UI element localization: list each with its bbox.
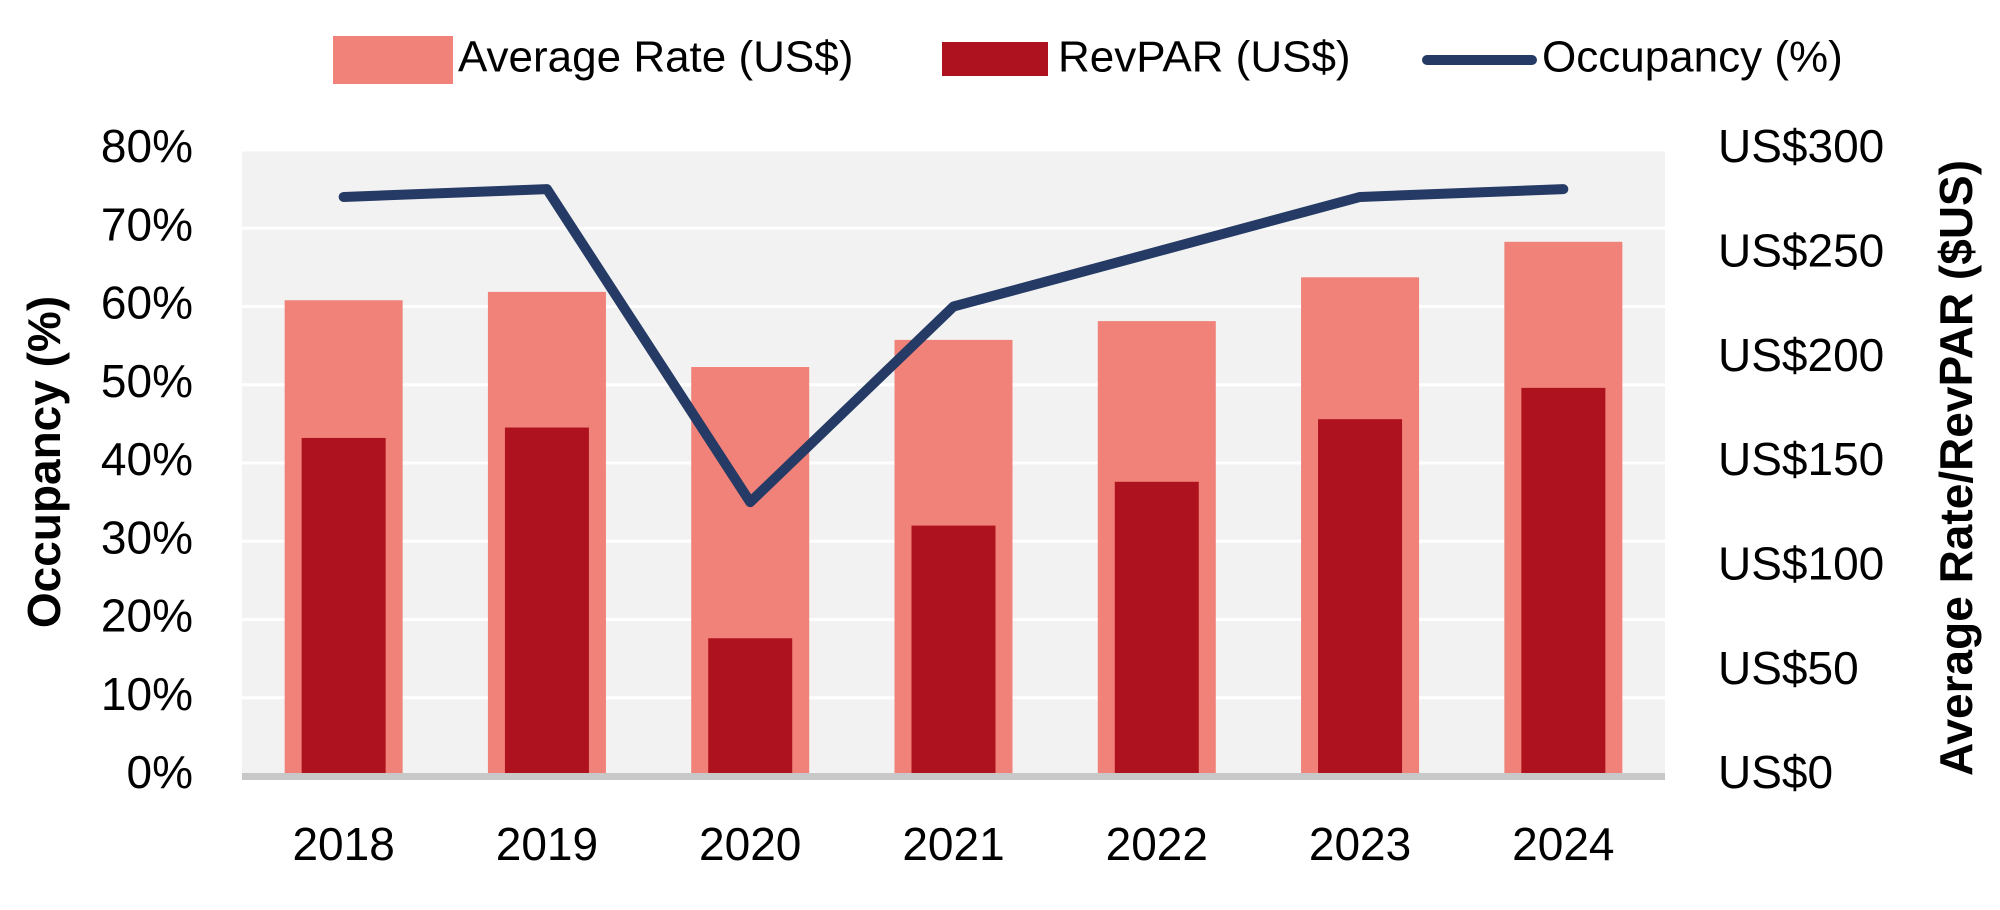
right-axis-title: Average Rate/RevPAR ($US) — [1930, 160, 1982, 776]
x-axis-ticks: 2018 2019 2020 2021 2022 2023 2024 — [292, 818, 1614, 870]
legend-label-revpar: RevPAR (US$) — [1058, 33, 1351, 82]
x-axis-baseline — [242, 773, 1665, 780]
left-tick-label: 30% — [101, 511, 193, 563]
right-tick-label: US$50 — [1718, 642, 1859, 694]
right-tick-label: US$300 — [1718, 120, 1884, 172]
legend-swatch-average-rate — [333, 36, 453, 84]
x-tick-label-2018: 2018 — [292, 818, 394, 870]
legend-label-average-rate: Average Rate (US$) — [458, 33, 853, 82]
x-tick-label-2022: 2022 — [1106, 818, 1208, 870]
right-tick-label: US$250 — [1718, 224, 1884, 276]
right-tick-label: US$150 — [1718, 433, 1884, 485]
left-tick-label: 80% — [101, 120, 193, 172]
left-tick-label: 70% — [101, 198, 193, 250]
x-tick-label-2020: 2020 — [699, 818, 801, 870]
bar-revpar-2019 — [504, 427, 589, 776]
x-tick-label-2021: 2021 — [902, 818, 1004, 870]
bar-revpar-2018 — [301, 437, 386, 776]
left-tick-label: 0% — [127, 746, 193, 798]
revpar-bars — [301, 387, 1606, 776]
left-tick-label: 40% — [101, 433, 193, 485]
left-tick-label: 60% — [101, 277, 193, 329]
left-axis-title: Occupancy (%) — [18, 296, 70, 628]
occupancy-line-group — [338, 184, 1569, 508]
bar-revpar-2020 — [708, 638, 793, 776]
x-tick-label-2019: 2019 — [496, 818, 598, 870]
legend: Average Rate (US$) RevPAR (US$) Occupanc… — [333, 33, 1843, 84]
left-tick-label: 20% — [101, 590, 193, 642]
bar-revpar-2023 — [1318, 419, 1403, 776]
x-tick-label-2024: 2024 — [1512, 818, 1614, 870]
right-tick-label: US$200 — [1718, 329, 1884, 381]
bar-revpar-2022 — [1114, 481, 1199, 776]
left-axis-ticks: 0% 10% 20% 30% 40% 50% 60% 70% 80% — [101, 120, 193, 798]
right-tick-label: US$100 — [1718, 537, 1884, 589]
right-axis-ticks: US$0 US$50 US$100 US$150 US$200 US$250 US$300 — [1718, 120, 1884, 798]
legend-label-occupancy: Occupancy (%) — [1542, 33, 1843, 82]
left-tick-label: 10% — [101, 668, 193, 720]
bar-revpar-2021 — [911, 525, 996, 776]
bar-revpar-2024 — [1521, 387, 1606, 776]
right-tick-label: US$0 — [1718, 746, 1833, 798]
legend-swatch-revpar — [942, 42, 1048, 76]
left-tick-label: 50% — [101, 355, 193, 407]
x-tick-label-2023: 2023 — [1309, 818, 1411, 870]
